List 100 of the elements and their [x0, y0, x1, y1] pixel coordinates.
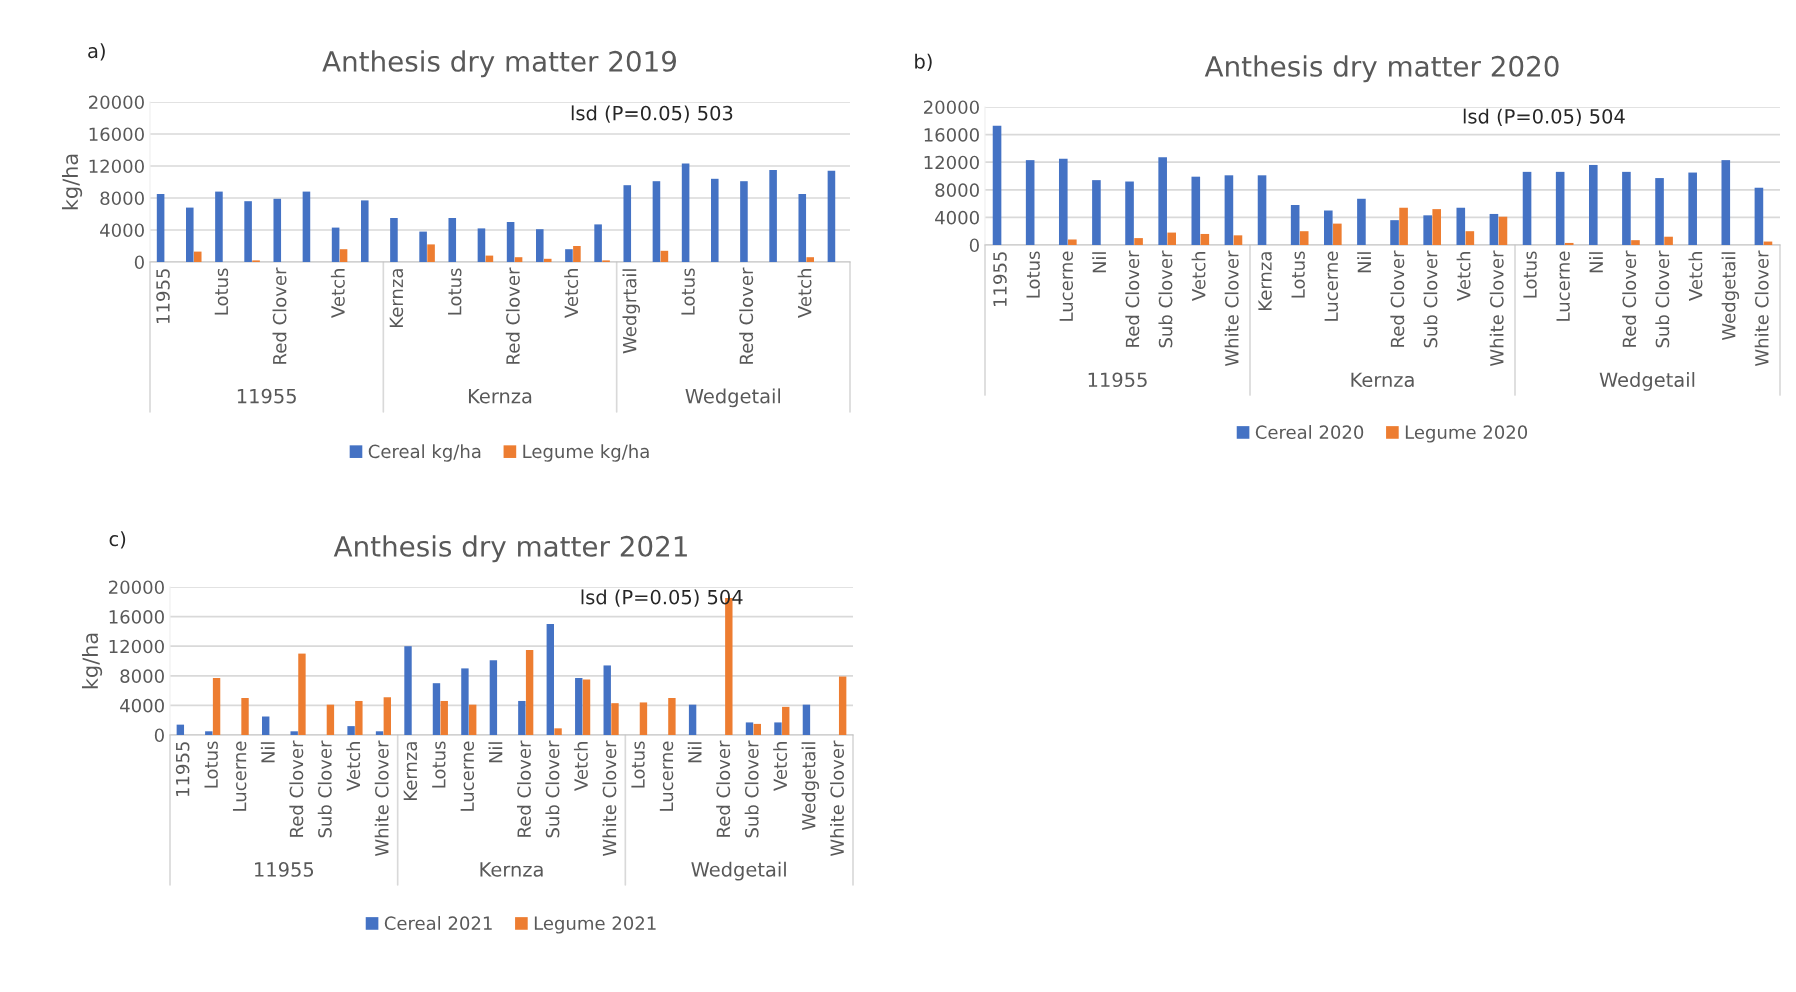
bar: [176, 724, 185, 735]
bar: [525, 649, 534, 735]
bar: [1134, 238, 1143, 245]
x-tick-label: Vetch: [773, 742, 788, 791]
x-tick-label: Lotus: [204, 741, 218, 788]
bar: [1399, 207, 1408, 245]
legend-label: Cereal 2020: [1255, 425, 1364, 440]
y-tick-label: 0: [154, 728, 164, 743]
bar: [611, 703, 619, 735]
y-tick-label: 4000: [120, 698, 164, 713]
chart-title: Anthesis dry matter 2019: [322, 50, 676, 78]
bar: [1498, 216, 1508, 245]
text: Kernza: [468, 388, 532, 404]
bar: [432, 683, 441, 735]
x-tick-label: Sub Clover: [1423, 250, 1438, 348]
x-tick-label: Vetch: [564, 269, 579, 318]
x-tick-label: Vetch: [573, 742, 588, 791]
x-tick-label: Lotus: [214, 268, 229, 315]
x-tick-label: Nil: [1092, 252, 1106, 273]
bar: [535, 229, 544, 262]
x-tick-label: Lotus: [1523, 251, 1537, 298]
bar: [681, 163, 690, 262]
bar: [745, 722, 754, 735]
bar: [427, 244, 435, 262]
legend-label: Cereal 2021: [384, 916, 492, 931]
x-tick-label: Kernza: [389, 269, 404, 327]
bar: [740, 181, 748, 262]
bar: [1357, 198, 1366, 245]
x-tick-label: Nil: [260, 742, 275, 763]
bar: [1754, 187, 1764, 245]
x-tick-label: Lucerne: [1324, 251, 1339, 321]
x-tick-label: Lotus: [432, 741, 446, 788]
x-tick-label: White Clover: [830, 740, 845, 857]
bar: [688, 704, 697, 735]
bar: [582, 679, 591, 735]
bar: [782, 706, 790, 735]
legend-label: Legume 2020: [1405, 425, 1528, 443]
bar: [375, 731, 384, 735]
bar: [469, 704, 477, 735]
bar: [1555, 171, 1565, 245]
bar: [639, 702, 648, 735]
bar: [1622, 171, 1631, 245]
x-tick-label: Vetch: [1456, 252, 1471, 301]
bar: [156, 194, 165, 262]
annotation: lsd (P=0.05) 504: [1463, 108, 1625, 126]
chart-title: Anthesis dry matter 2021: [333, 535, 687, 563]
bar: [992, 125, 1002, 245]
bar: [1564, 242, 1574, 245]
text: Wedgetail: [685, 388, 781, 408]
y-tick-label: 12000: [109, 639, 164, 654]
bar: [290, 731, 298, 735]
bar: [802, 704, 811, 735]
bar: [668, 698, 676, 735]
y-tick-label: 0: [969, 238, 979, 253]
x-tick-label: White Clover: [1224, 250, 1239, 367]
bar: [1465, 231, 1475, 245]
bar: [1588, 164, 1598, 245]
bar: [546, 624, 554, 735]
bar: [594, 224, 602, 262]
x-tick-label: Red Clover: [716, 740, 731, 837]
x-tick-label: Vetch: [1688, 252, 1703, 301]
x-tick-label: 11955: [156, 269, 170, 324]
text: 11955: [237, 388, 296, 404]
x-tick-label: Nil: [687, 742, 702, 763]
bar: [390, 218, 398, 262]
bar: [838, 676, 847, 735]
x-tick-label: Kernza: [403, 742, 418, 800]
bar: [573, 246, 581, 262]
bar: [1333, 223, 1342, 245]
bar: [326, 704, 335, 735]
bar: [1092, 180, 1101, 245]
bar: [518, 700, 526, 735]
bar: [1688, 172, 1697, 245]
x-tick-label: Red Clover: [1390, 250, 1405, 347]
x-tick-label: White Clover: [1489, 250, 1504, 367]
bar: [1068, 239, 1077, 245]
bar: [1058, 158, 1068, 245]
bar: [461, 668, 469, 735]
bar: [1489, 213, 1499, 245]
annotation: lsd (P=0.05) 504: [581, 589, 743, 607]
text: 11955: [255, 862, 314, 877]
bar: [244, 201, 252, 262]
legend-label: Cereal kg/ha: [368, 444, 481, 462]
bar: [806, 257, 815, 262]
x-tick-label: Red Clover: [505, 267, 520, 364]
y-tick-label: 8000: [935, 183, 979, 197]
y-tick-label: 4000: [100, 223, 144, 238]
bar: [302, 191, 311, 262]
x-tick-label: White Clover: [1754, 250, 1769, 367]
x-tick-label: Lotus: [448, 268, 462, 315]
bar: [1456, 207, 1466, 245]
y-tick-label: 4000: [935, 210, 979, 225]
x-tick-label: 11955: [175, 742, 190, 797]
bar: [753, 723, 761, 735]
x-tick-label: Red Clover: [289, 740, 304, 837]
text: b): [915, 53, 932, 72]
text: Kernza: [480, 862, 543, 877]
text: c): [109, 531, 126, 549]
x-tick-label: Wedgetail: [801, 742, 820, 831]
bar: [1323, 210, 1333, 245]
